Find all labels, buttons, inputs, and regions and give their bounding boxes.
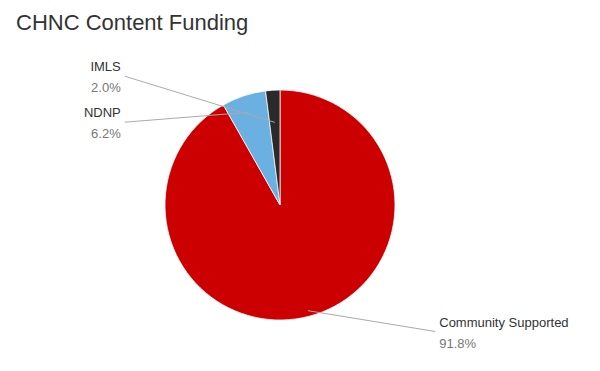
data-label: 91.8% xyxy=(439,336,476,351)
data-label: 2.0% xyxy=(91,80,121,95)
leader-line xyxy=(308,311,435,332)
leader-line xyxy=(125,112,249,122)
data-label: 6.2% xyxy=(91,126,121,141)
slice-label: Community Supported xyxy=(439,315,568,330)
slice-label: NDNP xyxy=(84,105,121,120)
pie-group xyxy=(165,90,395,320)
leader-line xyxy=(125,76,275,122)
slice-label: IMLS xyxy=(90,59,121,74)
annotations: Community Supported 91.8% NDNP 6.2% IMLS 2.0% xyxy=(84,59,569,350)
pie-slice xyxy=(165,90,395,320)
chart-container: CHNC Content Funding Community Supported 9… xyxy=(0,0,600,371)
pie-slice xyxy=(223,91,280,205)
chart-title: CHNC Content Funding xyxy=(16,10,248,35)
pie-slice xyxy=(266,90,280,205)
chart-svg: CHNC Content Funding Community Supported 9… xyxy=(0,0,600,371)
